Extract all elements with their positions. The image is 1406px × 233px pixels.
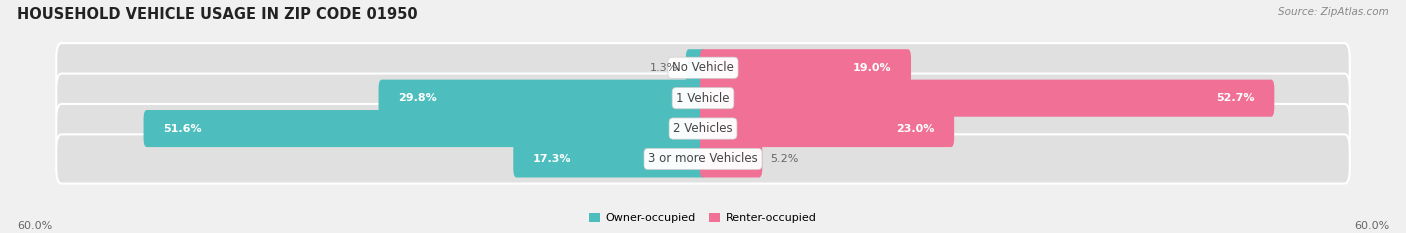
Text: 5.2%: 5.2% bbox=[770, 154, 799, 164]
FancyBboxPatch shape bbox=[700, 49, 911, 86]
FancyBboxPatch shape bbox=[378, 80, 706, 117]
Text: 3 or more Vehicles: 3 or more Vehicles bbox=[648, 152, 758, 165]
Text: 60.0%: 60.0% bbox=[1354, 221, 1389, 231]
FancyBboxPatch shape bbox=[686, 49, 706, 86]
FancyBboxPatch shape bbox=[700, 80, 1274, 117]
FancyBboxPatch shape bbox=[56, 134, 1350, 184]
Legend: Owner-occupied, Renter-occupied: Owner-occupied, Renter-occupied bbox=[585, 208, 821, 227]
FancyBboxPatch shape bbox=[143, 110, 706, 147]
Text: HOUSEHOLD VEHICLE USAGE IN ZIP CODE 01950: HOUSEHOLD VEHICLE USAGE IN ZIP CODE 0195… bbox=[17, 7, 418, 22]
FancyBboxPatch shape bbox=[513, 140, 706, 178]
FancyBboxPatch shape bbox=[56, 104, 1350, 153]
Text: 23.0%: 23.0% bbox=[897, 123, 935, 134]
Bar bbox=[56, 115, 1350, 142]
Text: Source: ZipAtlas.com: Source: ZipAtlas.com bbox=[1278, 7, 1389, 17]
FancyBboxPatch shape bbox=[56, 43, 1350, 93]
Bar bbox=[56, 146, 1350, 172]
Bar bbox=[56, 85, 1350, 112]
Text: 60.0%: 60.0% bbox=[17, 221, 52, 231]
Text: No Vehicle: No Vehicle bbox=[672, 61, 734, 74]
Text: 17.3%: 17.3% bbox=[533, 154, 571, 164]
FancyBboxPatch shape bbox=[700, 110, 955, 147]
Bar bbox=[56, 54, 1350, 81]
FancyBboxPatch shape bbox=[700, 140, 762, 178]
Text: 51.6%: 51.6% bbox=[163, 123, 201, 134]
Text: 1 Vehicle: 1 Vehicle bbox=[676, 92, 730, 105]
Text: 29.8%: 29.8% bbox=[398, 93, 437, 103]
Text: 1.3%: 1.3% bbox=[650, 63, 678, 73]
Text: 2 Vehicles: 2 Vehicles bbox=[673, 122, 733, 135]
Text: 52.7%: 52.7% bbox=[1216, 93, 1256, 103]
Text: 19.0%: 19.0% bbox=[853, 63, 891, 73]
FancyBboxPatch shape bbox=[56, 74, 1350, 123]
